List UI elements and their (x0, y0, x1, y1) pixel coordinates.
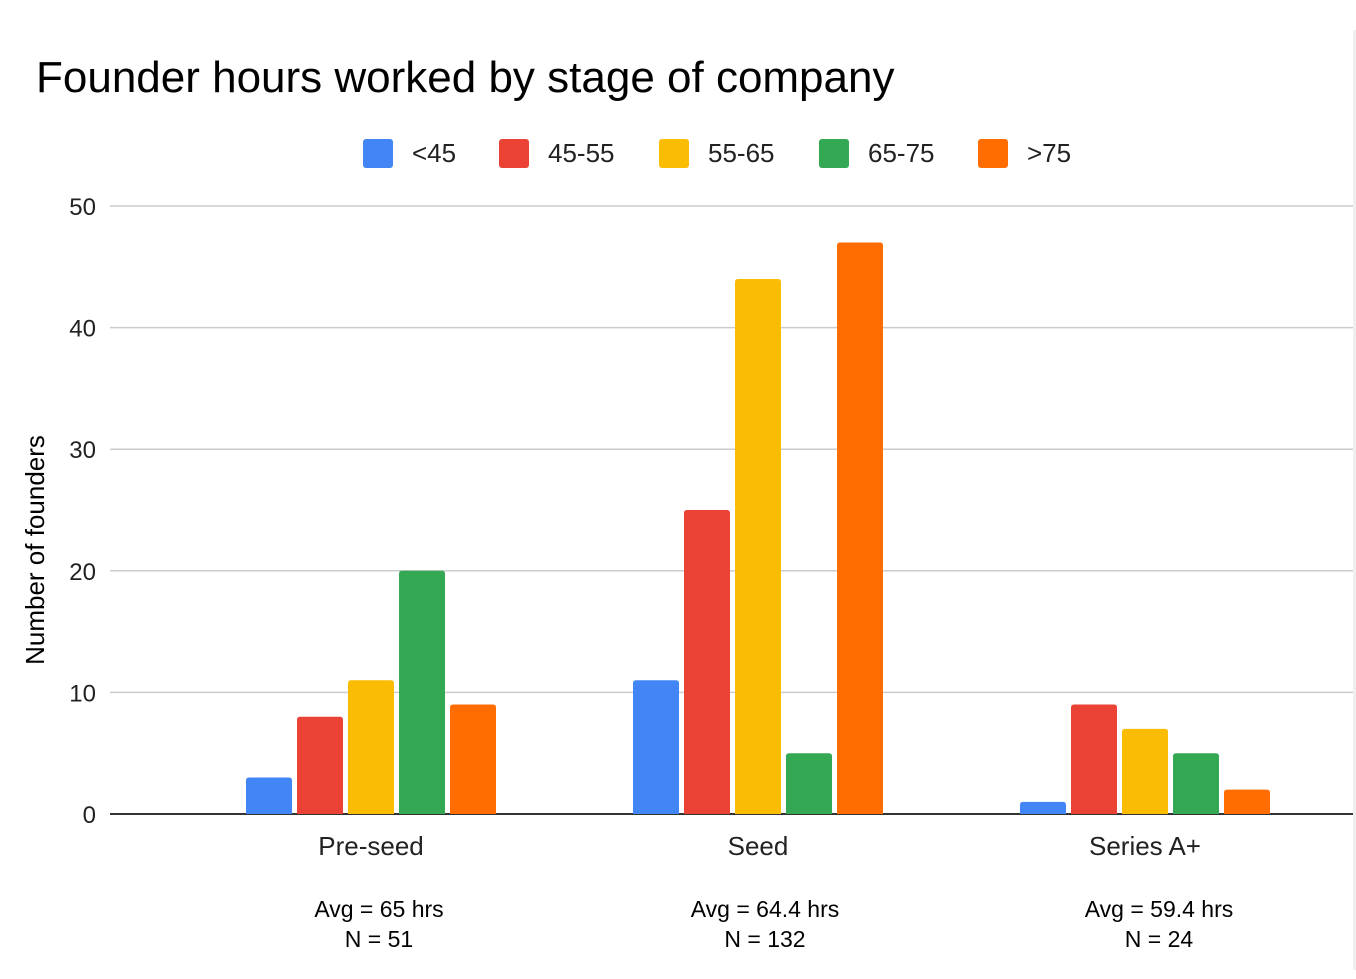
bar-series-a--4 (1224, 789, 1270, 814)
y-tick-label: 40 (69, 316, 96, 343)
bar-pre-seed-3 (399, 570, 445, 814)
legend-swatch (499, 139, 529, 168)
x-tick-label: Series A+ (1089, 831, 1201, 861)
category-notes: Avg = 65 hrs N = 51 Avg = 64.4 hrs N = 132 A… (314, 896, 1233, 952)
y-tick-label: 50 (69, 194, 96, 221)
bar-series-a--3 (1173, 753, 1219, 814)
legend-label: 55-65 (708, 138, 775, 168)
x-tick-labels: Pre-seed Seed Series A+ (318, 831, 1201, 861)
bar-pre-seed-1 (297, 716, 343, 814)
y-axis-label: Number of founders (20, 435, 50, 665)
gridlines (110, 205, 1356, 815)
sample-size-note: N = 132 (724, 926, 805, 952)
avg-hours-note: Avg = 65 hrs (314, 896, 443, 922)
legend-swatch (363, 139, 393, 168)
legend-label: <45 (412, 138, 456, 168)
legend-swatch (819, 139, 849, 168)
y-tick-label: 20 (69, 559, 96, 586)
bar-seed-2 (735, 278, 781, 815)
legend-label: 45-55 (548, 138, 615, 168)
y-tick-label: 0 (83, 802, 96, 829)
bar-pre-seed-4 (450, 704, 496, 814)
y-tick-label: 10 (69, 680, 96, 707)
bars (246, 242, 1270, 815)
avg-hours-note: Avg = 64.4 hrs (691, 896, 840, 922)
bar-series-a--2 (1122, 728, 1168, 814)
bar-seed-4 (837, 242, 883, 815)
sample-size-note: N = 24 (1125, 926, 1194, 952)
legend-label: 65-75 (868, 138, 935, 168)
x-tick-label: Seed (728, 831, 789, 861)
bar-series-a--0 (1020, 801, 1066, 814)
legend-swatch (978, 139, 1008, 168)
bar-seed-0 (633, 680, 679, 814)
panel-edge (1353, 30, 1356, 970)
chart-title: Founder hours worked by stage of company (36, 53, 894, 102)
y-tick-label: 30 (69, 437, 96, 464)
bar-seed-1 (684, 510, 730, 814)
sample-size-note: N = 51 (345, 926, 413, 952)
avg-hours-note: Avg = 59.4 hrs (1085, 896, 1234, 922)
legend-label: >75 (1027, 138, 1071, 168)
bar-pre-seed-0 (246, 777, 292, 814)
bar-pre-seed-2 (348, 680, 394, 814)
legend: <45 45-55 55-65 65-75 >75 (363, 138, 1071, 168)
x-tick-label: Pre-seed (318, 831, 424, 861)
bar-seed-3 (786, 753, 832, 814)
legend-swatch (659, 139, 689, 168)
bar-series-a--1 (1071, 704, 1117, 814)
y-tick-labels: 0 10 20 30 40 50 (69, 194, 96, 829)
